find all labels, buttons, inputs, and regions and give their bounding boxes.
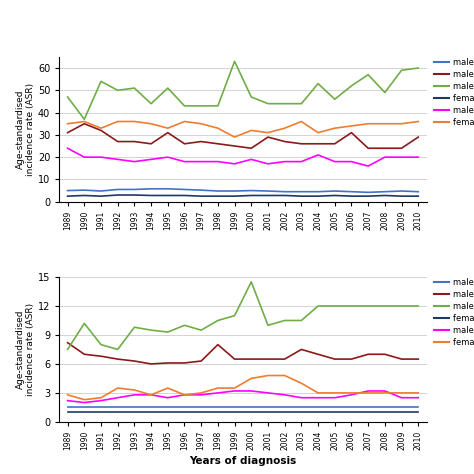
Legend: males 15-64, males 65-74, males >75, females 15-64, males 65-74, females >75: males 15-64, males 65-74, males >75, fem… — [435, 58, 474, 127]
Y-axis label: Age-standardised
incidence rate (ASR): Age-standardised incidence rate (ASR) — [16, 303, 35, 396]
Y-axis label: Age-standardised
incidence rate (ASR): Age-standardised incidence rate (ASR) — [16, 83, 35, 176]
Legend: males 15-64, males 65-74, males >75, females 15-64, males 65-74, females >75: males 15-64, males 65-74, males >75, fem… — [435, 278, 474, 347]
X-axis label: Years of diagnosis: Years of diagnosis — [189, 456, 297, 466]
